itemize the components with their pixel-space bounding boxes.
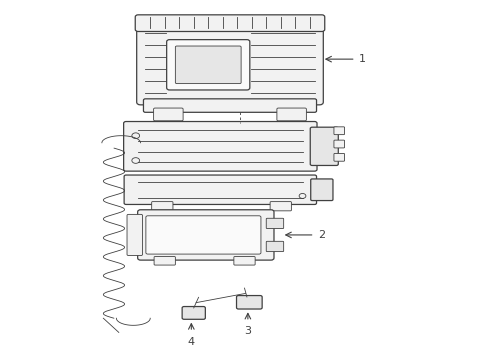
FancyBboxPatch shape	[151, 202, 173, 211]
FancyBboxPatch shape	[182, 306, 205, 319]
FancyBboxPatch shape	[154, 257, 175, 265]
FancyBboxPatch shape	[269, 202, 291, 211]
FancyBboxPatch shape	[143, 99, 316, 112]
Text: 2: 2	[317, 230, 325, 240]
FancyBboxPatch shape	[233, 257, 255, 265]
FancyBboxPatch shape	[309, 127, 338, 166]
FancyBboxPatch shape	[175, 46, 241, 84]
FancyBboxPatch shape	[145, 216, 261, 254]
Text: 4: 4	[187, 337, 195, 347]
FancyBboxPatch shape	[276, 108, 306, 121]
FancyBboxPatch shape	[127, 215, 142, 256]
FancyBboxPatch shape	[265, 218, 283, 229]
FancyBboxPatch shape	[333, 153, 344, 161]
FancyBboxPatch shape	[123, 122, 316, 171]
FancyBboxPatch shape	[265, 241, 283, 252]
FancyBboxPatch shape	[137, 21, 323, 105]
FancyBboxPatch shape	[310, 179, 332, 201]
Text: 1: 1	[358, 54, 366, 64]
FancyBboxPatch shape	[236, 296, 262, 309]
FancyBboxPatch shape	[166, 40, 249, 90]
FancyBboxPatch shape	[333, 140, 344, 148]
FancyBboxPatch shape	[153, 108, 183, 121]
FancyBboxPatch shape	[333, 127, 344, 135]
FancyBboxPatch shape	[124, 175, 316, 204]
FancyBboxPatch shape	[135, 15, 324, 31]
Text: 3: 3	[244, 327, 251, 336]
FancyBboxPatch shape	[138, 210, 273, 260]
